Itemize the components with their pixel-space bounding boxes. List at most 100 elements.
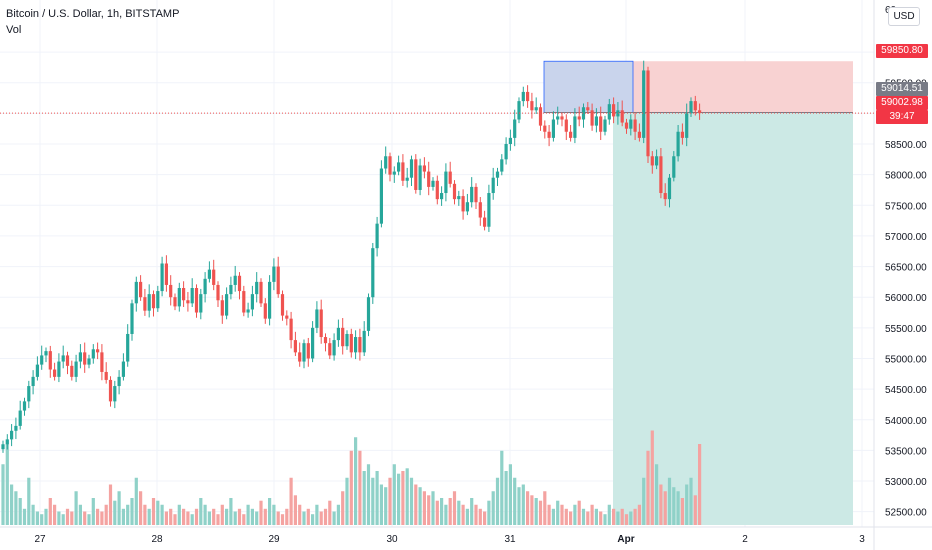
candle-body <box>577 116 581 120</box>
x-tick-label: Apr <box>617 534 634 545</box>
volume-bar <box>655 464 659 525</box>
volume-bar <box>332 511 336 525</box>
candle-body <box>349 333 353 353</box>
volume-bar <box>478 508 482 525</box>
candle-body <box>487 193 491 227</box>
volume-bar <box>676 491 680 525</box>
candle-body <box>169 284 173 298</box>
volume-bar <box>225 508 229 525</box>
candle-body <box>280 294 285 316</box>
candle-body <box>650 156 654 166</box>
volume-bar <box>194 508 199 525</box>
x-tick-label: 2 <box>742 534 748 545</box>
volume-bar <box>358 450 362 525</box>
candle-body <box>194 288 199 313</box>
candle-body <box>521 91 525 102</box>
candle-body <box>612 104 616 117</box>
volume-bar <box>319 511 323 525</box>
candle-body <box>298 352 302 362</box>
candle-body <box>526 91 530 102</box>
volume-bar <box>298 504 302 525</box>
volume-bar <box>513 477 517 525</box>
candle-body <box>216 284 220 301</box>
candle-body <box>345 333 349 347</box>
volume-bar <box>590 504 594 525</box>
y-tick-label: 52500.00 <box>885 508 927 519</box>
volume-bar <box>151 498 156 525</box>
candle-body <box>672 156 676 178</box>
volume-bar <box>160 504 164 525</box>
volume-bar <box>323 508 328 525</box>
volume-bar <box>440 498 444 525</box>
candle-body <box>336 327 340 341</box>
volume-bar <box>143 504 147 525</box>
volume-bar <box>577 500 581 525</box>
volume-bar <box>272 504 276 525</box>
volume-bar <box>689 477 693 525</box>
candle-body <box>637 131 641 138</box>
volume-bar <box>117 491 121 525</box>
candle-body <box>126 333 130 362</box>
volume-bar <box>74 491 78 525</box>
candle-body <box>379 168 383 224</box>
volume-bar <box>388 477 392 525</box>
x-tick-label: 3 <box>859 534 865 545</box>
candle-body <box>401 162 405 181</box>
volume-bar <box>517 487 521 525</box>
volume-bar <box>250 508 254 525</box>
candle-body <box>83 352 87 365</box>
volume-bar <box>624 514 629 525</box>
y-tick-label: 56500.00 <box>885 263 927 274</box>
x-tick-label: 27 <box>34 534 46 545</box>
candle-body <box>397 162 401 172</box>
candle-body <box>10 430 14 440</box>
volume-bar <box>457 500 461 525</box>
candle-body <box>250 294 254 310</box>
candle-body <box>371 248 375 298</box>
volume-bar <box>616 511 620 525</box>
y-tick-label: 54500.00 <box>885 385 927 396</box>
candle-body <box>190 288 194 304</box>
volume-bar <box>573 504 577 525</box>
volume-bar <box>521 484 525 525</box>
volume-bar <box>470 498 474 525</box>
candle-body <box>543 125 547 132</box>
volume-bar <box>354 437 358 525</box>
volume-bar <box>401 471 405 525</box>
volume-bar <box>685 484 689 525</box>
candle-body <box>375 223 379 249</box>
volume-bar <box>91 498 95 525</box>
volume-bar <box>371 477 375 525</box>
candle-body <box>130 303 134 334</box>
volume-bar <box>53 504 57 525</box>
volume-bar <box>680 498 684 525</box>
volume-bar <box>57 511 61 525</box>
volume-bar <box>147 508 151 525</box>
candle-body <box>616 110 620 117</box>
volume-bar <box>289 477 293 525</box>
volume-bar <box>560 504 564 525</box>
volume-bar <box>418 487 422 525</box>
volume-bar <box>452 491 457 525</box>
currency-button[interactable]: USD <box>888 7 920 26</box>
candle-body <box>517 101 521 120</box>
candle-body <box>685 113 689 138</box>
candle-body <box>538 107 543 126</box>
candle-body <box>478 202 482 218</box>
volume-bar <box>280 514 285 525</box>
x-tick-label: 29 <box>268 534 280 545</box>
candle-body <box>182 288 186 301</box>
volume-bar <box>504 471 508 525</box>
volume-bar <box>164 511 168 525</box>
volume-bar <box>130 498 134 525</box>
candle-body <box>173 297 177 307</box>
volume-bar <box>375 471 379 525</box>
volume-bar <box>61 514 65 525</box>
volume-bar <box>474 504 478 525</box>
volume-bar <box>629 511 633 525</box>
candle-body <box>680 131 684 138</box>
candle-body <box>293 340 297 353</box>
volume-bar <box>556 500 560 525</box>
candle-body <box>147 294 151 311</box>
